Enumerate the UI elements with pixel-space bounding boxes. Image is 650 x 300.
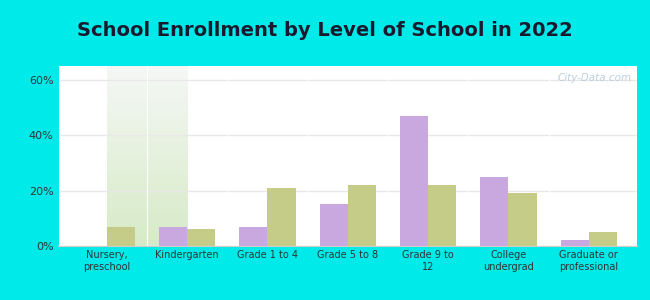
Bar — [267, 188, 296, 246]
Text: City-Data.com: City-Data.com — [557, 73, 631, 83]
Bar — [348, 185, 376, 246]
Bar — [159, 226, 187, 246]
Bar — [239, 226, 267, 246]
Bar — [187, 230, 215, 246]
Bar — [400, 116, 428, 246]
Bar — [428, 185, 456, 246]
Bar — [320, 205, 348, 246]
Bar — [107, 226, 135, 246]
Bar — [561, 241, 589, 246]
Bar — [480, 177, 508, 246]
Text: School Enrollment by Level of School in 2022: School Enrollment by Level of School in … — [77, 21, 573, 40]
Bar — [589, 232, 617, 246]
Bar — [508, 194, 536, 246]
